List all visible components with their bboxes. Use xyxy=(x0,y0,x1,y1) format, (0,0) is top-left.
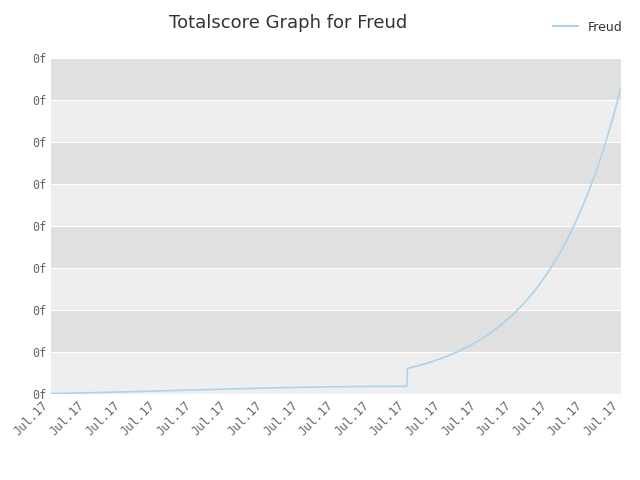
Freud xyxy=(387,384,394,389)
Bar xyxy=(51,351,621,394)
Bar xyxy=(51,184,621,226)
Freud xyxy=(617,85,625,91)
Bar xyxy=(51,226,621,268)
Bar xyxy=(51,310,621,351)
Freud xyxy=(404,365,412,371)
Legend: Freud: Freud xyxy=(548,16,627,39)
Bar xyxy=(51,268,621,310)
Freud xyxy=(109,389,117,395)
Freud xyxy=(613,101,621,107)
Freud xyxy=(356,384,364,389)
Freud xyxy=(495,324,503,329)
Freud xyxy=(47,391,55,396)
Bar xyxy=(51,100,621,142)
Bar xyxy=(51,142,621,184)
Bar xyxy=(51,58,621,100)
Line: Freud: Freud xyxy=(51,88,621,394)
Text: Totalscore Graph for Freud: Totalscore Graph for Freud xyxy=(169,14,407,33)
